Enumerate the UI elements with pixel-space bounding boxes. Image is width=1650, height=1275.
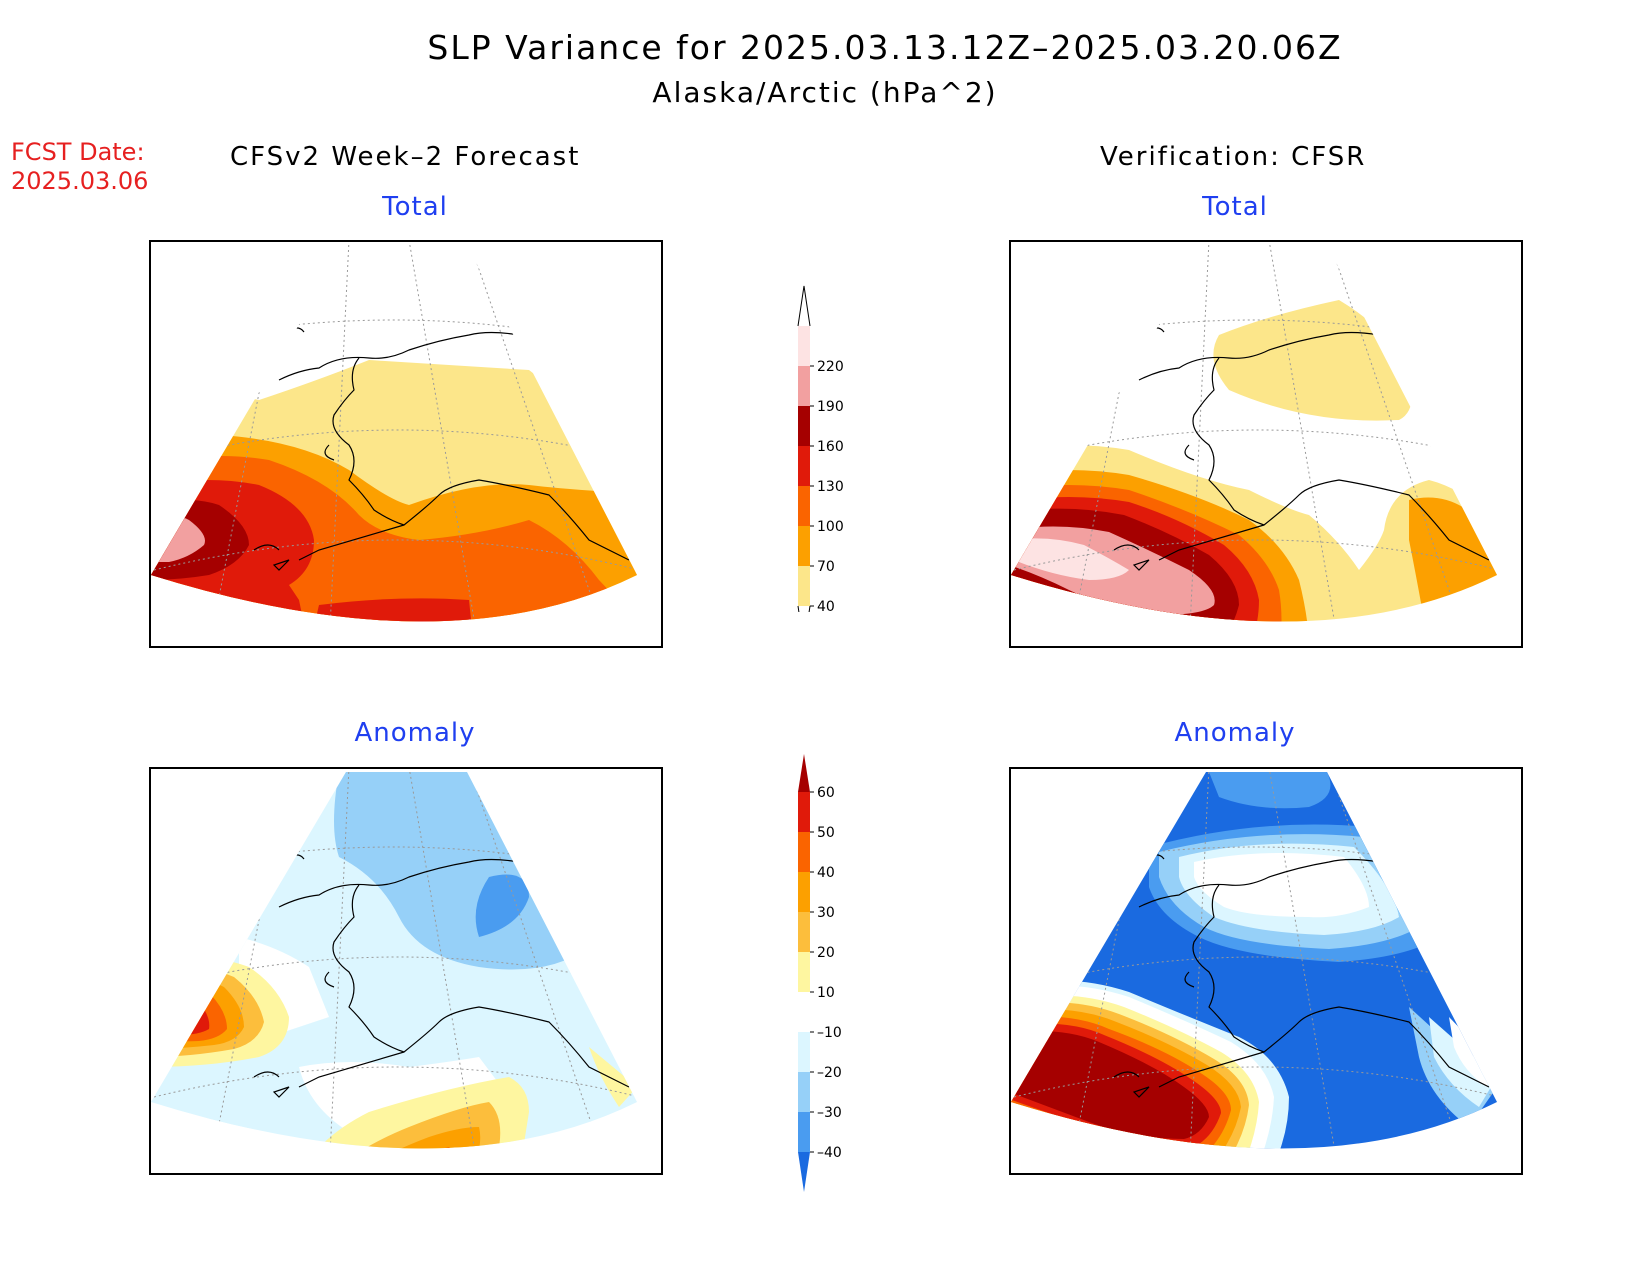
colorbar-total-box — [798, 366, 810, 406]
colorbar-total-box — [798, 526, 810, 566]
colorbar-total-box — [798, 446, 810, 486]
colorbar-anomaly-bottom-arrow — [798, 1152, 810, 1192]
map-verification-anomaly — [1009, 767, 1523, 1175]
colorbar-anomaly-box — [798, 912, 810, 952]
colorbar-total-box — [798, 406, 810, 446]
colorbar-anomaly-box — [798, 952, 810, 992]
fcst-date-value: 2025.03.06 — [11, 167, 149, 195]
colorbar-anomaly-box — [798, 872, 810, 912]
panel-title-forecast-anomaly: Anomaly — [354, 718, 476, 748]
colorbar-total-tick-label: 130 — [817, 479, 844, 495]
main-subtitle: Alaska/Arctic (hPa^2) — [652, 76, 998, 109]
panel-title-forecast-total: Total — [382, 192, 448, 222]
colorbar-total-tick-label: 70 — [817, 559, 835, 575]
colorbar-anomaly-tick-label: 20 — [817, 945, 835, 961]
colorbar-total: 220 190 160 130 100 70 40 — [797, 285, 844, 612]
colorbar-total-box — [798, 326, 810, 366]
fcst-date: FCST Date: 2025.03.06 — [11, 138, 148, 196]
colorbar-anomaly-top-arrow — [798, 754, 810, 792]
colorbar-total-tick-label: 220 — [817, 359, 844, 375]
panel-title-verification-total: Total — [1202, 192, 1268, 222]
map-forecast-anomaly — [149, 767, 663, 1175]
colorbar-anomaly-box — [798, 1032, 810, 1072]
colorbar-anomaly-tick-label: –30 — [817, 1105, 842, 1121]
verification-column-header: Verification: CFSR — [1100, 142, 1367, 172]
main-title: SLP Variance for 2025.03.13.12Z–2025.03.… — [427, 28, 1343, 67]
colorbar-total-tick-label: 160 — [817, 439, 844, 455]
colorbar-anomaly-box — [798, 832, 810, 872]
colorbar-anomaly-tick-label: 60 — [817, 785, 835, 801]
colorbar-anomaly-box — [798, 792, 810, 832]
colorbar-anomaly: 60 50 40 30 20 10 –10 –20 –30 –40 — [798, 754, 842, 1192]
panel-title-verification-anomaly: Anomaly — [1174, 718, 1296, 748]
colorbar-anomaly-tick-label: –40 — [817, 1145, 842, 1161]
fcst-date-label: FCST Date: — [11, 138, 145, 166]
colorbar-anomaly-tick-label: 50 — [817, 825, 835, 841]
colorbar-anomaly-box — [798, 992, 810, 1032]
colorbar-anomaly-box — [798, 1072, 810, 1112]
colorbar-total-top-arrow — [797, 285, 811, 327]
map-forecast-total — [149, 240, 663, 648]
colorbar-anomaly-tick-label: 40 — [817, 865, 835, 881]
colorbar-total-tick-label: 40 — [817, 599, 835, 612]
colorbar-anomaly-box — [798, 1112, 810, 1152]
forecast-column-header: CFSv2 Week–2 Forecast — [230, 142, 581, 172]
colorbar-anomaly-tick-label: –20 — [817, 1065, 842, 1081]
colorbar-total-box — [798, 566, 810, 606]
colorbar-total-box — [798, 486, 810, 526]
colorbar-total-tick-label: 190 — [817, 399, 844, 415]
colorbar-total-bottom-arrow — [797, 605, 811, 612]
map-verification-total — [1009, 240, 1523, 648]
colorbar-total-tick-label: 100 — [817, 519, 844, 535]
colorbar-anomaly-tick-label: 30 — [817, 905, 835, 921]
colorbar-anomaly-tick-label: 10 — [817, 985, 835, 1001]
colorbar-anomaly-tick-label: –10 — [817, 1025, 842, 1041]
